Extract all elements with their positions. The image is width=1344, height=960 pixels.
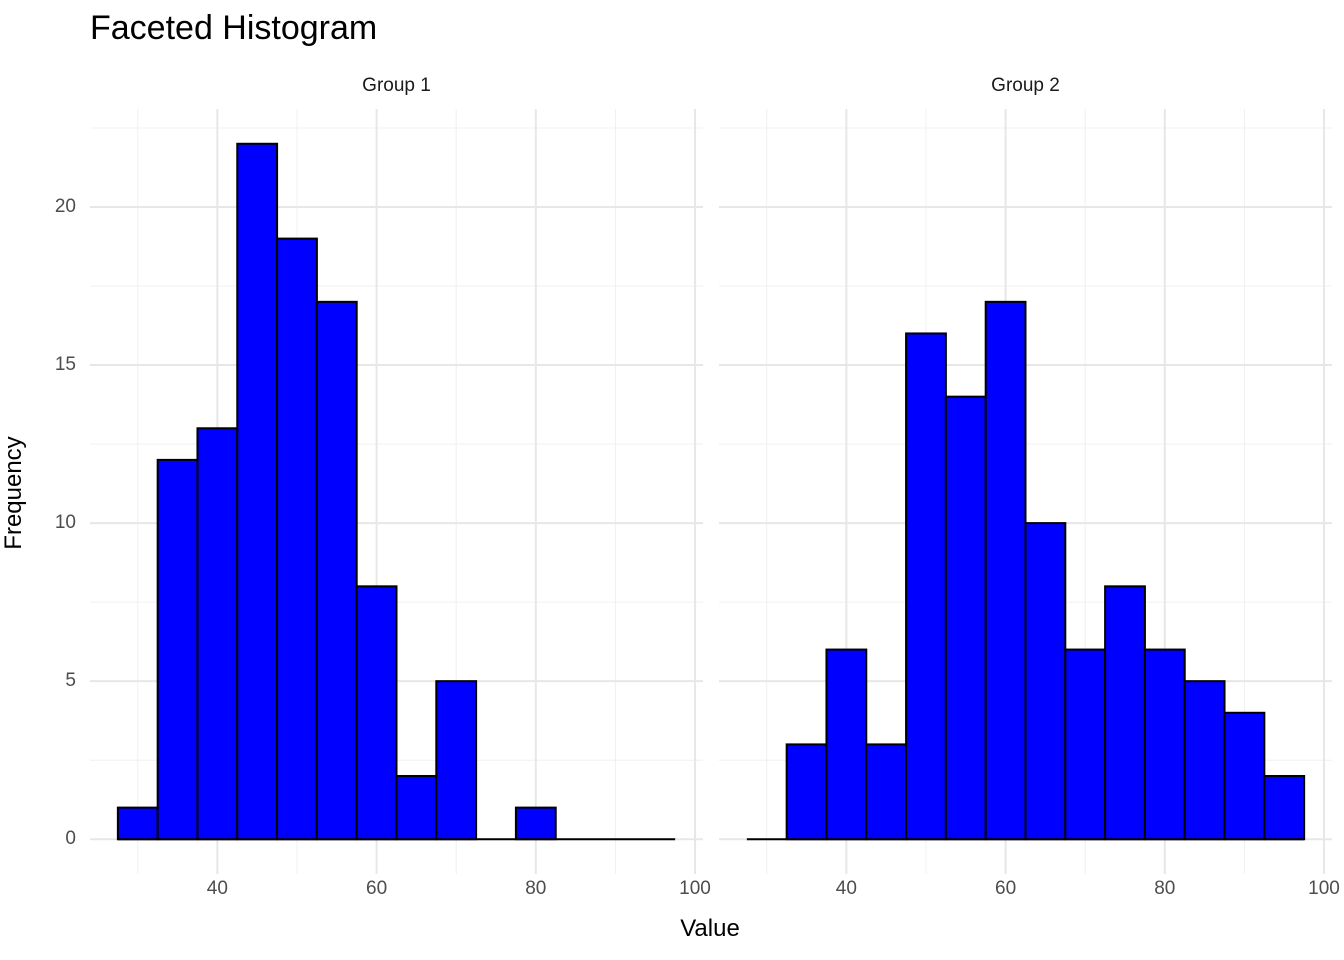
- x-axis-title: Value: [680, 915, 740, 942]
- histogram-bar: [825, 648, 868, 841]
- y-axis-title: Frequency: [0, 436, 27, 550]
- histogram-bar: [276, 237, 318, 841]
- histogram-bar: [1143, 648, 1186, 841]
- histogram-bar: [785, 743, 828, 841]
- x-tick-label: 40: [206, 878, 228, 899]
- y-tick-label: 15: [54, 354, 76, 376]
- histogram-bar: [355, 585, 398, 841]
- facet-strip-group-1: Group 1: [362, 75, 431, 96]
- x-tick-label: 100: [679, 878, 711, 899]
- y-tick-label: 0: [65, 828, 76, 850]
- histogram-bar: [236, 142, 279, 841]
- x-tick-label: 60: [995, 878, 1017, 899]
- y-tick-label: 20: [54, 195, 76, 217]
- facet-panel-group-1: [90, 109, 703, 874]
- histogram-bar: [984, 300, 1027, 841]
- histogram-bar: [905, 332, 947, 841]
- y-tick-label: 5: [65, 670, 76, 692]
- histogram-bar: [1223, 711, 1266, 841]
- histogram-bar: [1263, 775, 1306, 841]
- histogram-bar: [1064, 648, 1107, 841]
- x-tick-label: 100: [1308, 878, 1340, 899]
- histogram-bar: [865, 743, 908, 841]
- histogram-bar: [116, 806, 159, 841]
- chart-title: Faceted Histogram: [90, 9, 378, 47]
- histogram-bar: [514, 806, 557, 841]
- histogram-bar: [315, 300, 358, 841]
- histogram-bar: [196, 427, 239, 841]
- x-tick-label: 80: [525, 878, 547, 899]
- histogram-bar: [395, 775, 438, 841]
- histogram-bar: [1024, 522, 1067, 841]
- x-tick-label: 80: [1154, 878, 1176, 899]
- histogram-bar: [156, 458, 199, 841]
- x-tick-label: 40: [835, 878, 857, 899]
- facet-panel-group-2: [719, 109, 1332, 874]
- histogram-bar: [1104, 585, 1146, 841]
- histogram-bar: [1183, 680, 1226, 841]
- x-tick-label: 60: [366, 878, 388, 899]
- y-tick-label: 10: [54, 512, 76, 534]
- facet-strip-group-2: Group 2: [991, 75, 1060, 96]
- histogram-bar: [944, 395, 987, 841]
- histogram-bar: [435, 680, 478, 841]
